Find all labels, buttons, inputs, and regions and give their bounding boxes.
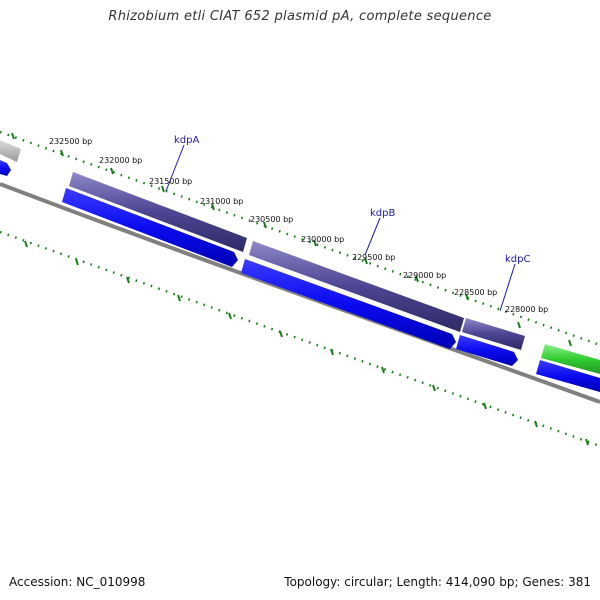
tick-label: 228500 bp [454, 288, 497, 297]
map-title: Rhizobium etli CIAT 652 plasmid pA, comp… [108, 9, 492, 24]
gene-leader-kdpC [499, 263, 516, 312]
tick-label: 229000 bp [403, 271, 446, 280]
tick-label: 230500 bp [250, 215, 293, 224]
gene-label-kdpB[interactable]: kdpB [370, 208, 395, 219]
cds-arrow-kdpB[interactable] [241, 259, 456, 349]
tick-label: 229500 bp [352, 253, 395, 262]
tick-label: 230000 bp [301, 235, 344, 244]
outer-ruler-major-ticks [11, 132, 572, 347]
gene-label-kdpA[interactable]: kdpA [174, 135, 199, 146]
inner-ruler-major-ticks [24, 240, 589, 446]
cds-arrow-kdpC[interactable] [456, 335, 518, 366]
tick-label: 231500 bp [149, 177, 192, 186]
feature-gray-partial[interactable] [0, 140, 21, 162]
gene-leader-kdpB [364, 217, 381, 256]
feature-kdpB[interactable] [249, 241, 464, 332]
tick-label: 228000 bp [505, 305, 548, 314]
gene-leader-kdpA [165, 144, 185, 192]
cds-arrow-left-partial[interactable] [0, 160, 11, 176]
feature-kdpC[interactable] [462, 318, 525, 350]
cds-arrow-kdpA[interactable] [62, 188, 238, 267]
cds-arrow-right-partial[interactable] [536, 360, 600, 392]
tick-label: 231000 bp [200, 197, 243, 206]
feature-green-partial[interactable] [541, 344, 600, 374]
accession-text: Accession: NC_010998 [9, 575, 146, 589]
tick-label: 232500 bp [49, 137, 92, 146]
backbone-line [0, 182, 600, 404]
gene-label-kdpC[interactable]: kdpC [505, 254, 530, 265]
tick-label: 232000 bp [99, 156, 142, 165]
summary-text: Topology: circular; Length: 414,090 bp; … [284, 575, 591, 589]
feature-kdpA[interactable] [69, 172, 247, 252]
